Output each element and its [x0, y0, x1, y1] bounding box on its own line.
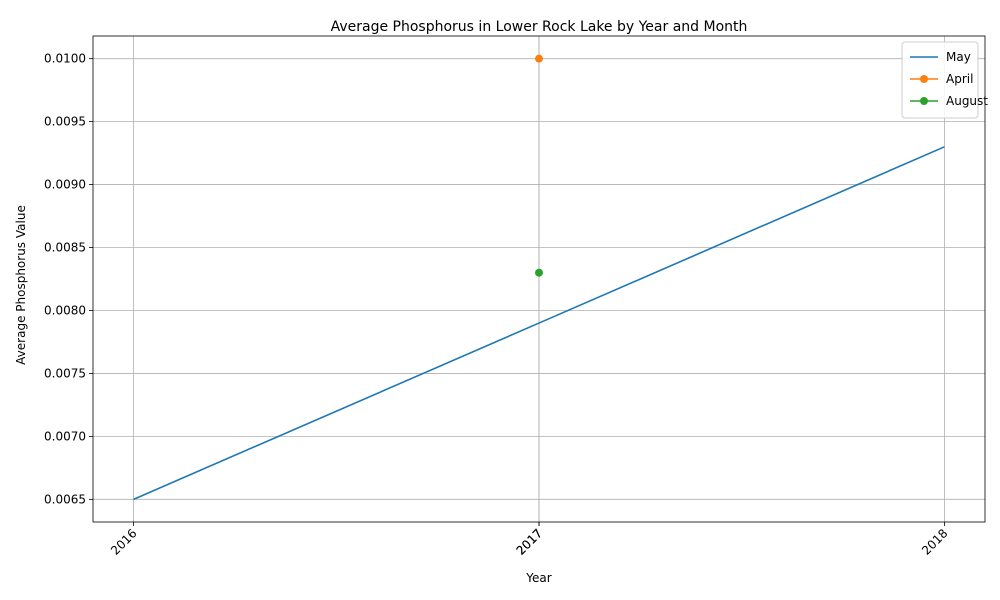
- legend-label-may: May: [946, 50, 971, 64]
- y-tick-label: 0.0065: [44, 492, 86, 506]
- y-axis-label: Average Phosphorus Value: [14, 205, 28, 365]
- x-axis-label: Year: [525, 571, 551, 585]
- legend-marker-april: [920, 75, 928, 83]
- y-axis-ticks: 0.0065 0.0070 0.0075 0.0080 0.0085 0.0090 0.00…: [44, 52, 93, 506]
- y-tick-label: 0.0075: [44, 366, 86, 380]
- legend: May April August: [901, 41, 988, 119]
- plot-area: [92, 35, 986, 523]
- y-tick-label: 0.0085: [44, 241, 86, 255]
- series-line-may: [133, 146, 945, 501]
- y-tick-label: 0.0095: [44, 115, 86, 129]
- y-tick-label: 0.0090: [44, 178, 86, 192]
- y-tick-label: 0.0070: [44, 429, 86, 443]
- data-point-august: [535, 268, 543, 277]
- legend-marker-august: [920, 97, 928, 105]
- legend-label-april: April: [946, 72, 973, 86]
- series-layer: [133, 54, 945, 501]
- chart-title: Average Phosphorus in Lower Rock Lake by…: [331, 19, 748, 35]
- y-tick-label: 0.0080: [44, 303, 86, 317]
- data-point-april: [535, 54, 543, 63]
- legend-label-august: August: [946, 94, 988, 108]
- y-tick-label: 0.0100: [44, 52, 86, 66]
